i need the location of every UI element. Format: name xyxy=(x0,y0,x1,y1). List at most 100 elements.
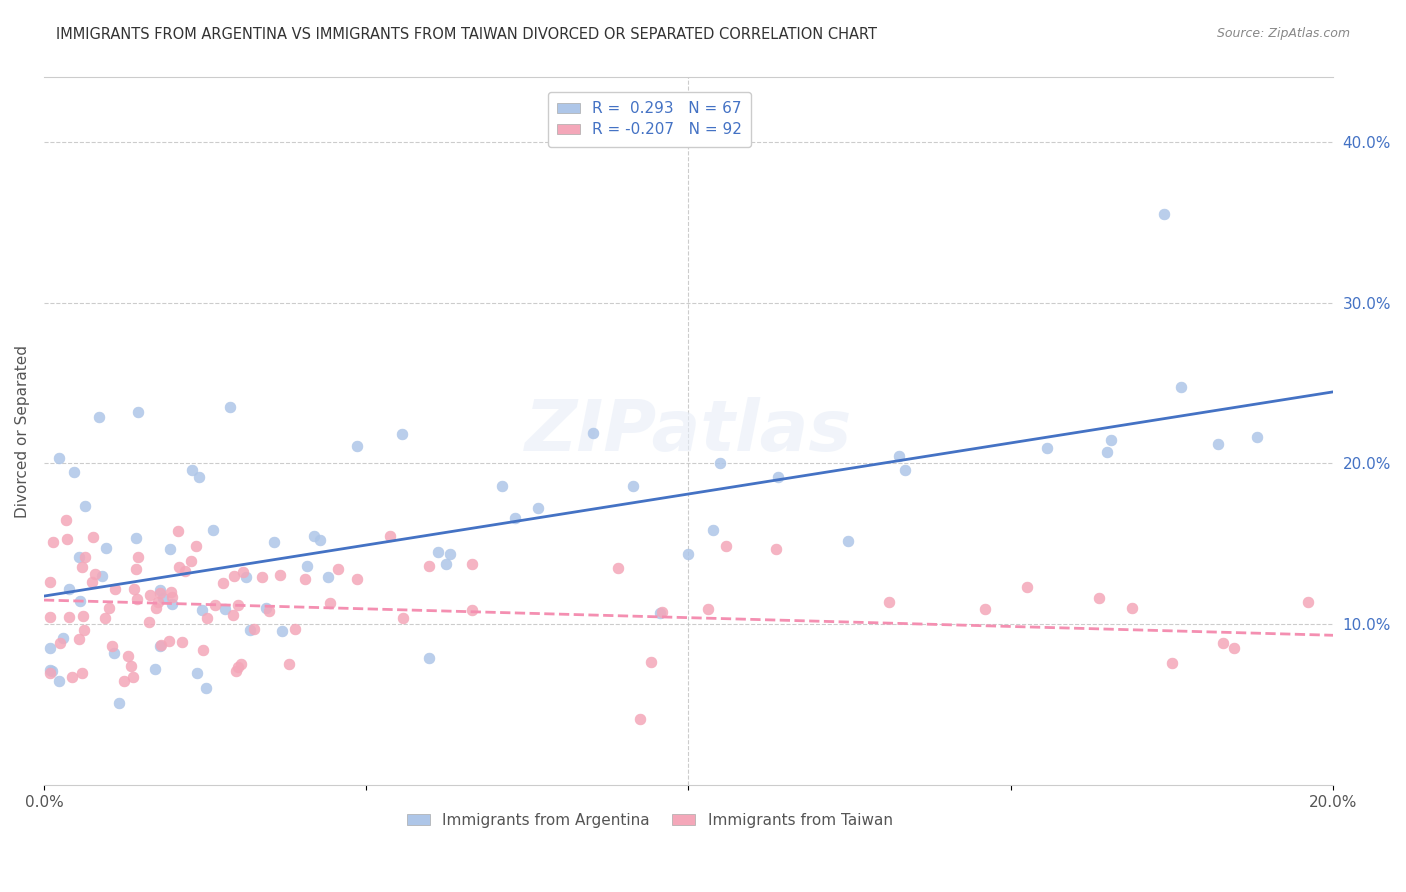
Point xyxy=(69,550,91,565)
Point xyxy=(72,609,94,624)
Point xyxy=(125,591,148,606)
Point xyxy=(527,501,550,516)
Point xyxy=(1036,441,1059,455)
Point xyxy=(232,566,254,580)
Point xyxy=(392,611,415,625)
Point xyxy=(42,535,65,549)
Point xyxy=(39,575,62,590)
Point xyxy=(1223,640,1246,655)
Point xyxy=(277,657,299,672)
Point xyxy=(263,535,285,549)
Point xyxy=(346,573,368,587)
Point xyxy=(103,646,125,660)
Point xyxy=(1206,437,1229,451)
Point xyxy=(67,632,90,647)
Point xyxy=(709,456,731,470)
Point xyxy=(49,636,72,650)
Point xyxy=(439,547,461,561)
Point xyxy=(139,588,162,602)
Point xyxy=(127,549,149,564)
Point xyxy=(187,470,209,484)
Point xyxy=(250,569,273,583)
Point xyxy=(678,547,700,561)
Point xyxy=(204,598,226,612)
Point xyxy=(72,666,94,681)
Point xyxy=(73,550,96,565)
Point xyxy=(224,568,246,582)
Point xyxy=(621,479,644,493)
Point xyxy=(145,601,167,615)
Point xyxy=(1298,595,1320,609)
Point xyxy=(226,660,249,674)
Text: ZIPatlas: ZIPatlas xyxy=(524,397,852,466)
Point xyxy=(169,559,191,574)
Point xyxy=(1161,656,1184,670)
Point xyxy=(94,541,117,556)
Point xyxy=(1101,433,1123,447)
Point xyxy=(179,554,201,568)
Point xyxy=(121,670,143,684)
Point xyxy=(226,598,249,612)
Point xyxy=(39,666,62,681)
Text: Source: ZipAtlas.com: Source: ZipAtlas.com xyxy=(1216,27,1350,40)
Point xyxy=(1170,379,1192,393)
Point xyxy=(1121,601,1143,615)
Point xyxy=(73,623,96,637)
Point xyxy=(257,604,280,618)
Point xyxy=(172,635,194,649)
Point xyxy=(150,638,173,652)
Point xyxy=(90,568,112,582)
Point xyxy=(138,615,160,630)
Point xyxy=(235,570,257,584)
Point xyxy=(48,674,70,689)
Point xyxy=(148,595,170,609)
Point xyxy=(39,609,62,624)
Point xyxy=(160,598,183,612)
Point xyxy=(125,562,148,576)
Point xyxy=(39,663,62,677)
Point xyxy=(243,622,266,636)
Point xyxy=(229,657,252,671)
Point xyxy=(212,576,235,591)
Point xyxy=(461,603,484,617)
Point xyxy=(162,591,184,605)
Point xyxy=(702,523,724,537)
Point xyxy=(1095,444,1118,458)
Point xyxy=(191,603,214,617)
Point xyxy=(117,649,139,664)
Point xyxy=(122,582,145,596)
Point xyxy=(148,639,170,653)
Point xyxy=(48,451,70,466)
Point xyxy=(73,500,96,514)
Point xyxy=(326,562,349,576)
Point xyxy=(108,696,131,710)
Point xyxy=(195,611,218,625)
Point xyxy=(302,529,325,543)
Point xyxy=(284,622,307,636)
Point xyxy=(297,558,319,573)
Point xyxy=(159,541,181,556)
Point xyxy=(55,513,77,527)
Point xyxy=(270,624,292,639)
Point xyxy=(55,532,77,546)
Point xyxy=(418,559,440,574)
Point xyxy=(181,462,204,476)
Point xyxy=(124,531,146,545)
Point xyxy=(378,529,401,543)
Point xyxy=(52,631,75,645)
Point xyxy=(837,534,859,549)
Point xyxy=(765,541,787,556)
Point xyxy=(112,674,135,689)
Point xyxy=(239,624,262,638)
Point xyxy=(194,681,217,695)
Point xyxy=(346,439,368,453)
Point xyxy=(319,596,342,610)
Point xyxy=(41,664,63,678)
Point xyxy=(62,465,84,479)
Point xyxy=(391,427,413,442)
Point xyxy=(89,409,111,424)
Point xyxy=(582,426,605,441)
Point xyxy=(94,611,117,625)
Point xyxy=(973,602,995,616)
Point xyxy=(202,523,225,537)
